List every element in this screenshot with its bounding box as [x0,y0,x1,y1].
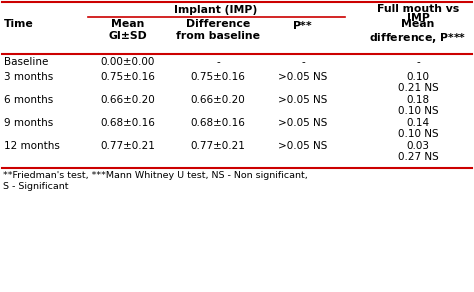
Text: Mean
difference, $\mathbf{P}$***: Mean difference, $\mathbf{P}$*** [369,19,467,45]
Text: **Friedman's test, ***Mann Whitney U test, NS - Non significant,: **Friedman's test, ***Mann Whitney U tes… [3,171,308,180]
Text: 0.14: 0.14 [406,118,429,128]
Text: 0.00±0.00: 0.00±0.00 [101,57,155,67]
Text: 0.66±0.20: 0.66±0.20 [100,95,155,105]
Text: 0.27 NS: 0.27 NS [398,152,438,162]
Text: 0.68±0.16: 0.68±0.16 [191,118,246,128]
Text: 0.75±0.16: 0.75±0.16 [100,72,155,82]
Text: Time: Time [4,19,34,29]
Text: IMP: IMP [407,13,429,23]
Text: 12 months: 12 months [4,141,60,151]
Text: 0.10 NS: 0.10 NS [398,106,438,116]
Text: -: - [216,57,220,67]
Text: 0.77±0.21: 0.77±0.21 [100,141,155,151]
Text: >0.05 NS: >0.05 NS [278,141,328,151]
Text: >0.05 NS: >0.05 NS [278,95,328,105]
Text: 6 months: 6 months [4,95,53,105]
Text: 0.77±0.21: 0.77±0.21 [191,141,246,151]
Text: 0.03: 0.03 [407,141,429,151]
Text: Baseline: Baseline [4,57,48,67]
Text: 0.10: 0.10 [407,72,429,82]
Text: 0.10 NS: 0.10 NS [398,129,438,139]
Text: 0.75±0.16: 0.75±0.16 [191,72,246,82]
Text: Full mouth vs: Full mouth vs [377,4,459,14]
Text: -: - [416,57,420,67]
Text: 0.21 NS: 0.21 NS [398,83,438,93]
Text: 0.68±0.16: 0.68±0.16 [100,118,155,128]
Text: 0.66±0.20: 0.66±0.20 [191,95,246,105]
Text: 0.18: 0.18 [406,95,429,105]
Text: 9 months: 9 months [4,118,53,128]
Text: Mean
GI±SD: Mean GI±SD [109,19,147,41]
Text: >0.05 NS: >0.05 NS [278,72,328,82]
Text: Difference
from baseline: Difference from baseline [176,19,260,41]
Text: $\mathbf{P}$**: $\mathbf{P}$** [292,19,313,31]
Text: -: - [301,57,305,67]
Text: 3 months: 3 months [4,72,53,82]
Text: >0.05 NS: >0.05 NS [278,118,328,128]
Text: S - Significant: S - Significant [3,182,69,191]
Text: Implant (IMP): Implant (IMP) [174,5,257,15]
